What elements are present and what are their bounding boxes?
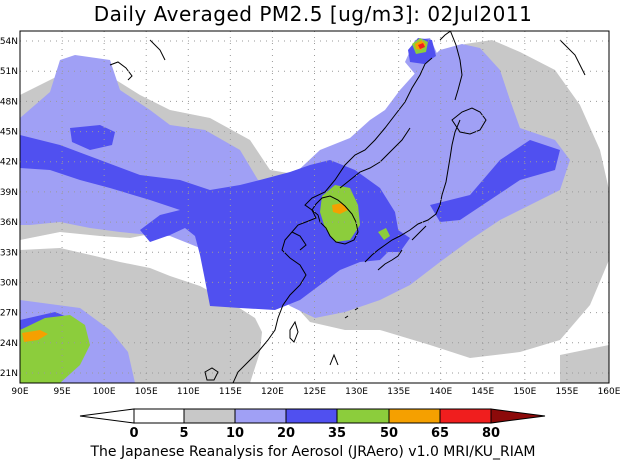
lat-tick-label: 54N xyxy=(0,37,18,47)
lon-tick-label: 140E xyxy=(429,387,452,397)
colorbar-label: 65 xyxy=(431,426,449,441)
colorbar-label: 35 xyxy=(328,426,346,441)
colorbar-50-65 xyxy=(388,408,441,424)
lon-tick-label: 105E xyxy=(135,387,158,397)
colorbar-35-50 xyxy=(336,408,390,424)
lon-tick-label: 120E xyxy=(261,387,284,397)
lon-tick-label: 110E xyxy=(177,387,200,397)
lon-tick-label: 145E xyxy=(471,387,494,397)
lon-tick-label: 125E xyxy=(303,387,326,397)
lat-tick-label: 24N xyxy=(0,339,18,349)
colorbar-0-5 xyxy=(133,408,185,424)
lat-tick-label: 21N xyxy=(0,369,18,379)
lon-tick-label: 100E xyxy=(93,387,116,397)
lat-tick-label: 42N xyxy=(0,158,18,168)
latitude-axis: 54N 51N 48N 45N 42N 39N 36N 33N 30N 27N 24N 21N xyxy=(0,37,18,379)
attribution-footer: The Japanese Reanalysis for Aerosol (JRA… xyxy=(90,444,536,460)
lon-tick-label: 90E xyxy=(11,387,28,397)
colorbar-label: 10 xyxy=(226,426,244,441)
lon-tick-label: 135E xyxy=(387,387,410,397)
lat-tick-label: 33N xyxy=(0,248,18,258)
colorbar-label: 5 xyxy=(179,426,188,441)
colorbar-20-35 xyxy=(285,408,338,424)
longitude-axis: 90E 95E 100E 105E 110E 115E 120E 125E 130E 135E 14… xyxy=(11,387,620,397)
map-title: Daily Averaged PM2.5 [ug/m3]: 02Jul2011 xyxy=(93,2,533,26)
lat-tick-label: 27N xyxy=(0,309,18,319)
lat-tick-label: 45N xyxy=(0,128,18,138)
colorbar-below-0 xyxy=(79,408,135,424)
colorbar-label: 20 xyxy=(277,426,295,441)
lon-tick-label: 95E xyxy=(54,387,71,397)
colorbar-label: 80 xyxy=(482,426,500,441)
colorbar-65-80 xyxy=(439,408,492,424)
lon-tick-label: 155E xyxy=(555,387,578,397)
lat-tick-label: 36N xyxy=(0,218,18,228)
map-frame xyxy=(19,30,610,384)
colorbar-5-10 xyxy=(183,408,236,424)
colorbar-label: 0 xyxy=(129,426,138,441)
colorbar xyxy=(79,408,546,424)
lon-tick-label: 150E xyxy=(513,387,536,397)
lat-tick-label: 30N xyxy=(0,278,18,288)
lon-tick-label: 160E xyxy=(598,387,621,397)
colorbar-10-20 xyxy=(234,408,287,424)
pm25-band-65-80 xyxy=(418,43,425,49)
lon-tick-label: 130E xyxy=(345,387,368,397)
colorbar-label: 50 xyxy=(380,426,398,441)
lat-tick-label: 39N xyxy=(0,188,18,198)
colorbar-above-80 xyxy=(490,408,546,424)
coastlines xyxy=(109,31,586,383)
lat-tick-label: 48N xyxy=(0,97,18,107)
map-grid xyxy=(20,31,609,383)
lat-tick-label: 51N xyxy=(0,67,18,77)
colorbar-labels: 0 5 10 20 35 50 65 80 xyxy=(129,426,500,441)
lon-tick-label: 115E xyxy=(219,387,242,397)
